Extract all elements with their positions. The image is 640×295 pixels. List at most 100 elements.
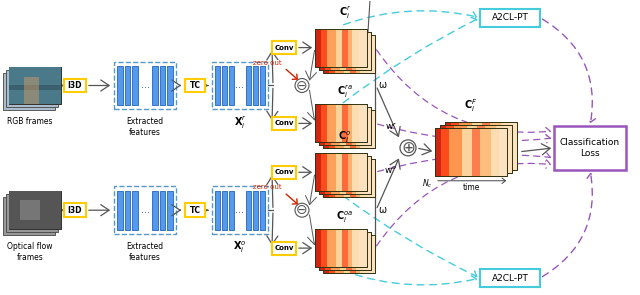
Bar xyxy=(350,104,353,142)
Bar xyxy=(478,128,480,176)
Bar xyxy=(272,41,296,54)
Bar xyxy=(332,232,333,270)
Bar xyxy=(323,235,325,273)
Text: ...: ... xyxy=(141,205,150,215)
Bar xyxy=(185,203,205,217)
Bar xyxy=(342,229,344,267)
Bar xyxy=(325,32,327,70)
Bar xyxy=(356,104,358,142)
Bar xyxy=(212,62,268,109)
Text: $\mathbf{C}_i^o$: $\mathbf{C}_i^o$ xyxy=(339,130,351,145)
Bar xyxy=(484,128,486,176)
Bar xyxy=(358,232,360,270)
Bar xyxy=(451,125,452,173)
Bar xyxy=(468,128,470,176)
Bar xyxy=(348,110,350,148)
Bar xyxy=(358,153,361,191)
Bar xyxy=(325,232,327,270)
Bar xyxy=(6,194,58,232)
Bar xyxy=(329,110,332,148)
Bar xyxy=(490,122,492,170)
Bar xyxy=(319,153,321,191)
Bar xyxy=(330,156,332,194)
Text: ...: ... xyxy=(236,205,244,215)
Bar xyxy=(24,76,39,104)
Bar xyxy=(353,153,355,191)
Bar xyxy=(495,128,497,176)
Bar xyxy=(354,235,356,273)
Bar xyxy=(338,104,340,142)
Bar xyxy=(346,104,348,142)
Bar xyxy=(327,110,329,148)
Bar xyxy=(342,235,344,273)
Bar xyxy=(486,128,488,176)
Bar xyxy=(222,191,227,230)
Bar xyxy=(323,232,325,270)
Bar xyxy=(114,62,176,109)
Text: Extracted
features: Extracted features xyxy=(127,117,164,137)
Bar xyxy=(348,232,350,270)
Bar xyxy=(447,122,449,170)
Bar xyxy=(335,32,338,70)
Bar xyxy=(336,29,338,67)
Bar xyxy=(350,232,352,270)
Bar xyxy=(444,125,446,173)
Bar xyxy=(346,229,348,267)
Bar xyxy=(323,107,325,145)
Text: Conv: Conv xyxy=(275,120,294,127)
Text: zero out: zero out xyxy=(253,60,282,65)
Bar xyxy=(369,107,371,145)
Bar xyxy=(338,32,340,70)
Bar xyxy=(365,29,367,67)
Bar xyxy=(325,156,327,194)
Bar xyxy=(515,122,517,170)
Bar xyxy=(367,110,369,148)
Bar xyxy=(344,29,346,67)
Bar xyxy=(3,73,55,110)
Bar xyxy=(323,29,325,67)
Bar xyxy=(367,32,369,70)
Bar xyxy=(444,128,445,176)
Bar xyxy=(371,235,373,273)
Bar xyxy=(333,229,336,267)
Bar xyxy=(483,125,485,173)
Bar xyxy=(344,229,346,267)
Bar xyxy=(336,104,338,142)
Bar xyxy=(497,128,499,176)
Bar xyxy=(505,128,507,176)
Bar xyxy=(342,32,344,70)
Bar xyxy=(348,29,350,67)
Text: ω: ω xyxy=(378,205,386,215)
Bar xyxy=(323,159,375,197)
Bar xyxy=(350,32,352,70)
Bar xyxy=(315,29,367,67)
Bar xyxy=(362,35,365,73)
Bar xyxy=(321,156,323,194)
Bar xyxy=(356,29,358,67)
Bar xyxy=(335,235,337,273)
Bar xyxy=(327,156,330,194)
Bar xyxy=(346,153,348,191)
Bar xyxy=(485,125,487,173)
Bar xyxy=(442,125,444,173)
Bar xyxy=(338,229,340,267)
Bar xyxy=(361,104,363,142)
Bar xyxy=(315,104,317,142)
Bar xyxy=(468,125,471,173)
Bar xyxy=(346,32,348,70)
Bar xyxy=(325,29,328,67)
Bar xyxy=(365,229,367,267)
Bar xyxy=(332,35,333,73)
Bar xyxy=(445,122,517,170)
Bar xyxy=(346,159,348,197)
Bar xyxy=(315,153,317,191)
Bar xyxy=(338,156,340,194)
Bar xyxy=(461,128,464,176)
Bar xyxy=(495,125,498,173)
Bar xyxy=(358,29,361,67)
Bar xyxy=(332,159,333,197)
Bar xyxy=(327,235,329,273)
Bar xyxy=(167,191,173,230)
Bar xyxy=(458,125,461,173)
Bar xyxy=(490,128,493,176)
